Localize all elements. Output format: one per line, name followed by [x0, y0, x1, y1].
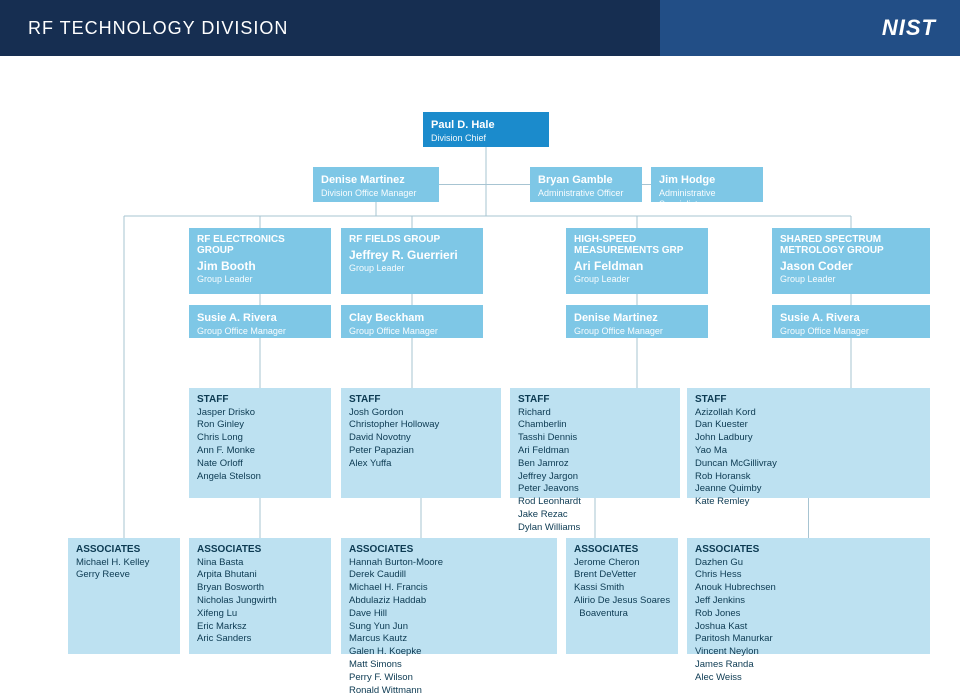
group-office-manager-2: Denise MartinezGroup Office Manager [566, 305, 708, 338]
page-title: RF TECHNOLOGY DIVISION [0, 0, 660, 56]
org-chart: Paul D. HaleDivision Chief Denise Martine… [0, 56, 960, 699]
associates-box-3: ASSOCIATESDazhen GuChris HessAnouk Hubre… [687, 538, 930, 654]
associates-box-2: ASSOCIATESJerome CheronBrent DeVetterKas… [566, 538, 678, 654]
admin-box-1: Bryan GambleAdministrative Officer [530, 167, 642, 202]
extra-associates-box: ASSOCIATESMichael H. KelleyGerry Reeve [68, 538, 180, 654]
admin-box-0: Denise MartinezDivision Office Manager [313, 167, 439, 202]
staff-box-2: STAFFRichard ChamberlinTasshi DennisAri … [510, 388, 680, 498]
associates-box-0: ASSOCIATESNina BastaArpita BhutaniBryan … [189, 538, 331, 654]
associates-box-1: ASSOCIATESHannah Burton-MooreDerek Caudi… [341, 538, 557, 654]
staff-box-1: STAFFJosh GordonChristopher HollowayDavi… [341, 388, 501, 498]
group-office-manager-3: Susie A. RiveraGroup Office Manager [772, 305, 930, 338]
group-leader-box-0: RF ELECTRONICS GROUPJim BoothGroup Leade… [189, 228, 331, 294]
group-leader-box-1: RF FIELDS GROUPJeffrey R. GuerrieriGroup… [341, 228, 483, 294]
admin-box-2: Jim HodgeAdministrative Specialist [651, 167, 763, 202]
group-office-manager-1: Clay BeckhamGroup Office Manager [341, 305, 483, 338]
logo-area: NIST [660, 0, 960, 56]
nist-logo: NIST [882, 15, 936, 41]
group-office-manager-0: Susie A. RiveraGroup Office Manager [189, 305, 331, 338]
page-header: RF TECHNOLOGY DIVISION NIST [0, 0, 960, 56]
group-leader-box-3: SHARED SPECTRUM METROLOGY GROUPJason Cod… [772, 228, 930, 294]
staff-box-0: STAFFJasper DriskoRon GinleyChris LongAn… [189, 388, 331, 498]
chief-box: Paul D. HaleDivision Chief [423, 112, 549, 147]
staff-box-3: STAFFAzizollah KordDan KuesterJohn Ladbu… [687, 388, 930, 498]
group-leader-box-2: HIGH-SPEED MEASUREMENTS GRPAri FeldmanGr… [566, 228, 708, 294]
